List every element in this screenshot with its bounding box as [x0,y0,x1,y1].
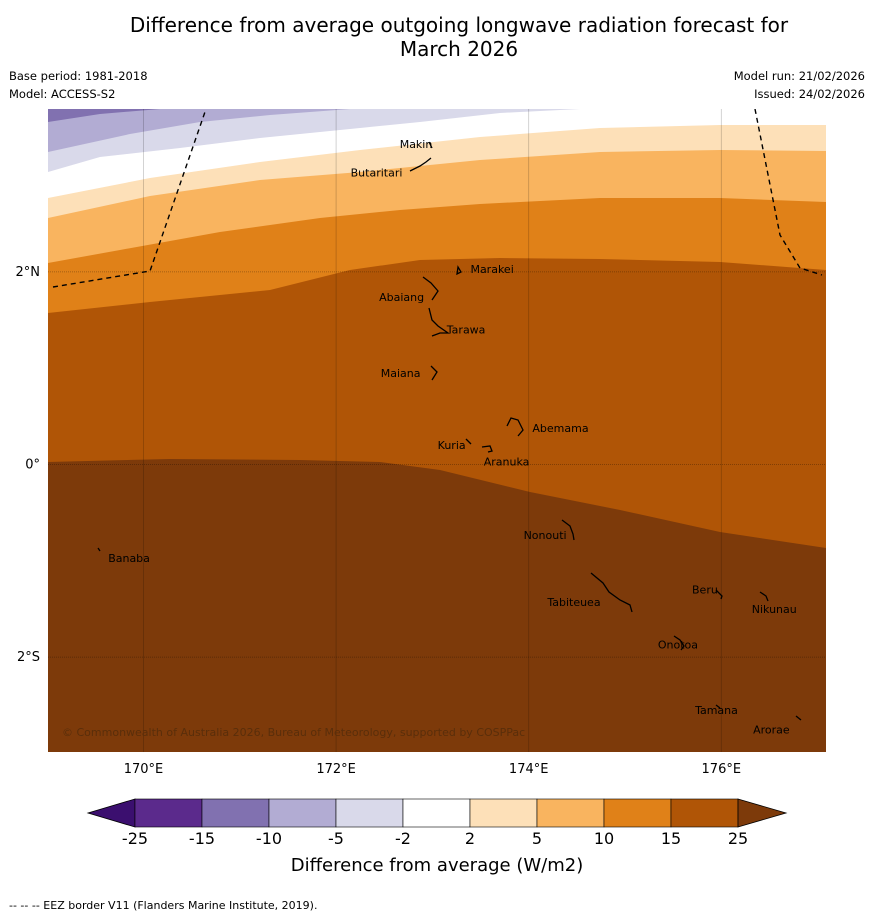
arorae-outline [795,715,802,721]
meta-left: Base period: 1981-2018 Model: ACCESS-S2 [9,67,148,103]
colorbar-tick-label: -25 [122,829,148,848]
issued-date: Issued: 24/02/2026 [754,87,865,101]
colorbar-segment [268,798,337,828]
eez-borders [52,109,823,288]
place-label: Maiana [381,367,421,380]
place-label: Kuria [438,439,466,452]
graticule [48,109,826,752]
beru-outline [715,589,723,600]
colorbar-segment [402,798,471,828]
place-labels: Makin Butaritari Marakei Abaiang Tarawa Maian… [108,138,797,737]
band-minus15-to-minus10 [48,109,160,122]
y-tick-label: 0° [25,458,40,473]
colorbar-tick-label: 5 [532,829,542,848]
kuria-outline [465,438,472,445]
aranuka-outline [481,445,493,453]
anomaly-field [48,109,826,752]
abemama-outline [506,417,524,437]
place-label: Abaiang [379,291,424,304]
colorbar-segment [335,798,404,828]
map-title: Difference from average outgoing longwav… [0,13,873,61]
x-tick-label: 174°E [509,762,549,777]
axis-labels: 170°E 172°E 174°E 176°E 2°N 0° 2°S [16,265,742,777]
title-line-1: Difference from average outgoing longwav… [129,13,789,37]
colorbar-segment [201,798,270,828]
place-label: Nikunau [752,603,797,616]
marakei-outline [456,265,462,276]
colorbar: -25 -15 -10 -5 -2 2 5 10 15 25 [86,798,788,848]
place-label: Marakei [470,263,513,276]
x-tick-label: 170°E [124,762,164,777]
meta-right: Model run: 21/02/2026 Issued: 24/02/2026 [734,67,865,103]
place-label: Nonouti [524,529,567,542]
place-label: Beru [692,584,718,597]
colorbar-tick-label: 2 [465,829,475,848]
colorbar-segment [670,798,739,828]
maiana-outline [430,365,438,381]
colorbar-tick-label: -15 [189,829,215,848]
tamana-outline [715,704,721,709]
title-line-2: March 2026 [399,37,519,61]
colorbar-tick-label: -10 [256,829,282,848]
colorbar-title: Difference from average (W/m2) [291,855,583,876]
place-label: Abemama [532,422,588,435]
nonouti-outline [561,519,575,541]
colorbar-segment [536,798,605,828]
tarawa-outline [428,307,451,337]
place-label: Butaritari [351,167,403,180]
colorbar-tick-label: 10 [594,829,614,848]
eez-border-east [754,109,823,276]
colorbar-extend-max [737,798,788,828]
tabiteuea-outline [590,572,633,613]
x-tick-label: 172°E [316,762,356,777]
place-label: Makin [400,138,433,151]
place-label: Onotoa [658,639,698,652]
eez-footnote: -- -- -- EEZ border V11 (Flanders Marine… [9,899,318,912]
place-label: Tabiteuea [546,596,600,609]
y-tick-label: 2°S [17,650,40,665]
colorbar-tick-label: -5 [328,829,344,848]
nikunau-outline [759,591,769,602]
banaba-outline [97,547,101,552]
island-outlines [97,141,802,721]
colorbar-segment [134,798,203,828]
y-tick-label: 2°N [16,265,41,280]
place-label: Aranuka [484,456,530,469]
colorbar-extend-min [86,798,136,828]
onotoa-outline [673,635,685,651]
model-name: Model: ACCESS-S2 [9,87,116,101]
model-run: Model run: 21/02/2026 [733,69,865,83]
copyright-notice: © Commonwealth of Australia 2026, Bureau… [62,726,525,739]
base-period: Base period: 1981-2018 [9,69,148,83]
place-label: Tarawa [446,324,486,337]
x-tick-label: 176°E [702,762,742,777]
colorbar-tick-label: -2 [395,829,411,848]
band-minus10-to-minus5 [48,109,350,152]
abaiang-outline [422,276,439,301]
butaritari-outline [409,157,432,172]
colorbar-segment [603,798,672,828]
makin-outline [428,141,433,149]
place-label: Arorae [753,723,790,736]
colorbar-tick-label: 15 [661,829,681,848]
place-label: Banaba [108,552,150,565]
place-label: Tamana [694,704,738,717]
colorbar-tick-label: 25 [728,829,748,848]
colorbar-segment [469,798,538,828]
